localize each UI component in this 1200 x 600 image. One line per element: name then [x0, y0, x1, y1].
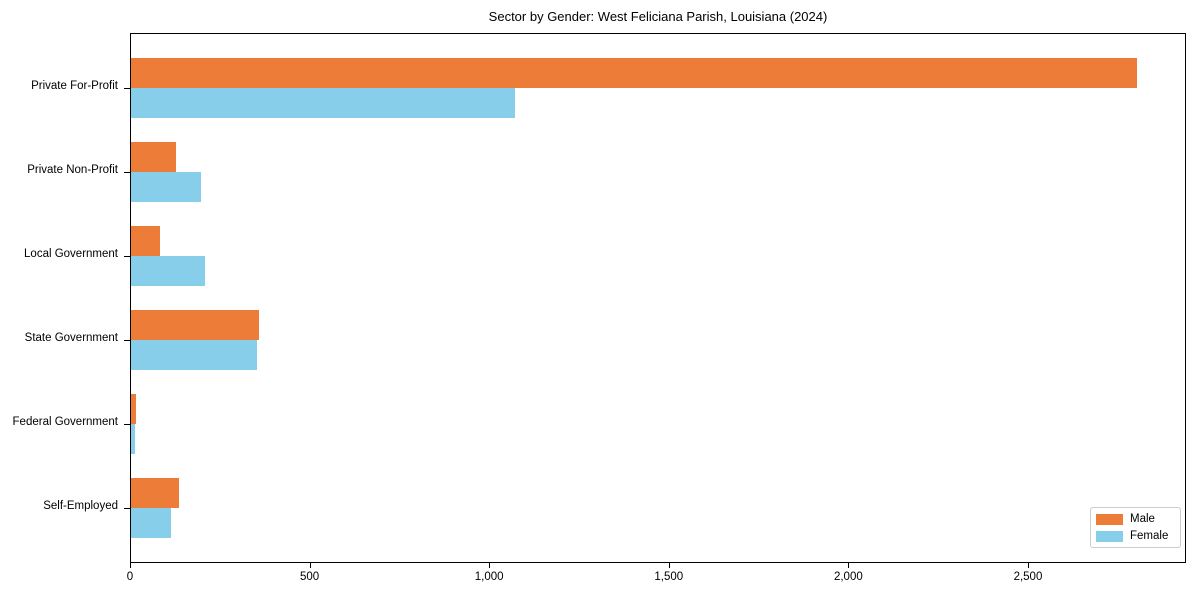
x-axis-tick — [668, 563, 670, 568]
y-axis-tick — [124, 424, 130, 425]
chart-title: Sector by Gender: West Feliciana Parish,… — [488, 9, 828, 24]
y-axis-category-label: Federal Government — [12, 416, 118, 428]
x-axis-tick — [848, 563, 850, 568]
male-swatch — [1096, 513, 1123, 525]
bar-female-5 — [131, 508, 171, 538]
x-axis-tick — [1027, 563, 1029, 568]
bar-female-0 — [131, 88, 515, 118]
bar-male-0 — [131, 58, 1137, 88]
legend: Male Female — [1090, 507, 1181, 548]
x-axis-tick-label: 1,500 — [654, 571, 684, 583]
x-axis-tick — [130, 563, 131, 568]
y-axis-tick — [124, 172, 130, 173]
bar-female-4 — [131, 424, 135, 454]
x-axis-tick — [489, 563, 491, 568]
x-axis-tick-label: 0 — [126, 571, 134, 583]
bar-male-1 — [131, 142, 176, 172]
x-axis-tick-label: 500 — [299, 571, 320, 583]
y-axis-category-label: Private Non-Profit — [27, 164, 118, 176]
legend-label-male: Male — [1130, 513, 1155, 525]
x-axis-tick-label: 2,500 — [1013, 571, 1043, 583]
y-axis-tick — [124, 88, 130, 89]
legend-label-female: Female — [1130, 530, 1169, 542]
legend-row-male: Male — [1096, 513, 1173, 525]
legend-row-female: Female — [1096, 530, 1173, 542]
y-axis-category-label: Self-Employed — [43, 500, 118, 512]
bar-male-2 — [131, 226, 160, 256]
y-axis-category-label: Local Government — [24, 248, 118, 260]
y-axis-category-label: Private For-Profit — [31, 80, 118, 92]
x-axis-tick — [309, 563, 311, 568]
y-axis-tick — [124, 508, 130, 509]
bar-female-3 — [131, 340, 257, 370]
x-axis-tick-label: 1,000 — [474, 571, 504, 583]
bar-female-2 — [131, 256, 205, 286]
y-axis-tick — [124, 256, 130, 257]
bar-female-1 — [131, 172, 201, 202]
bar-male-5 — [131, 478, 179, 508]
plot-area — [130, 33, 1186, 563]
x-axis-tick-label: 2,000 — [833, 571, 863, 583]
bar-male-3 — [131, 310, 259, 340]
y-axis-tick — [124, 340, 130, 341]
y-axis-category-label: State Government — [24, 332, 118, 344]
bar-male-4 — [131, 394, 136, 424]
female-swatch — [1096, 530, 1123, 542]
